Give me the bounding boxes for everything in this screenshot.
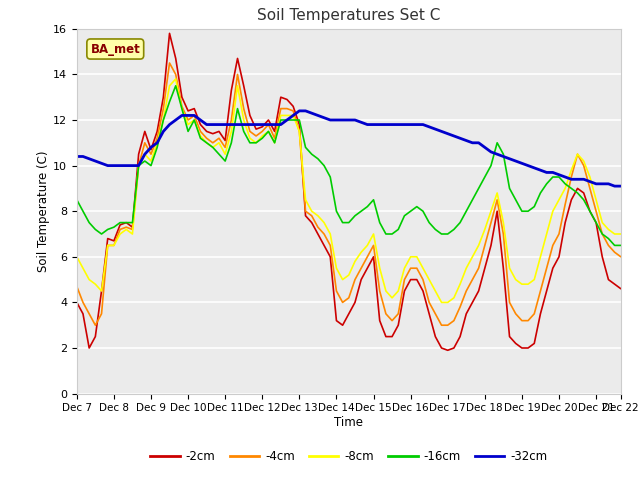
Legend: -2cm, -4cm, -8cm, -16cm, -32cm: -2cm, -4cm, -8cm, -16cm, -32cm bbox=[145, 445, 552, 468]
Y-axis label: Soil Temperature (C): Soil Temperature (C) bbox=[37, 150, 50, 272]
Text: BA_met: BA_met bbox=[90, 43, 140, 56]
X-axis label: Time: Time bbox=[334, 416, 364, 429]
Title: Soil Temperatures Set C: Soil Temperatures Set C bbox=[257, 9, 440, 24]
